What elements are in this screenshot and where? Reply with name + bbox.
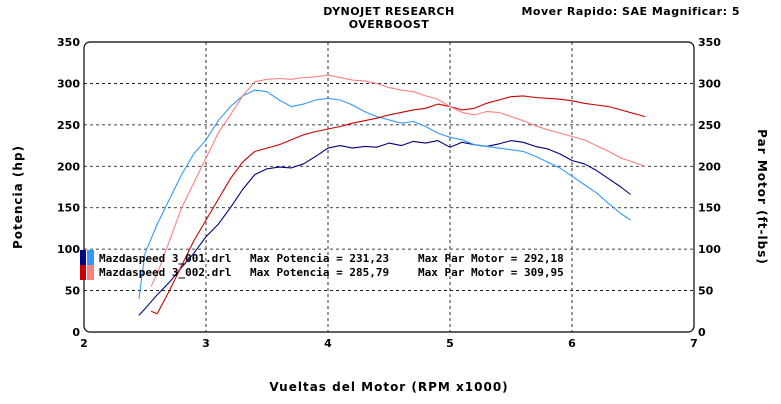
plot-frame <box>83 41 695 333</box>
x-tick-label: 4 <box>324 337 332 350</box>
x-tick-label: 5 <box>446 337 454 350</box>
legend-power-run1: Max Potencia = 231,23 <box>250 252 389 265</box>
x-tick-label: 6 <box>568 337 576 350</box>
y-right-tick-label: 0 <box>698 326 706 339</box>
series-line-run1-torque <box>138 89 631 299</box>
x-tick-label: 3 <box>202 337 210 350</box>
y-left-tick-label: 100 <box>57 243 80 256</box>
y-right-tick-label: 200 <box>698 160 721 173</box>
y-right-tick-label: 350 <box>698 36 721 49</box>
y-left-tick-label: 0 <box>72 326 80 339</box>
series-lines <box>138 74 646 316</box>
x-tick-label: 2 <box>80 337 88 350</box>
legend-torque-run2: Max Par Motor = 309,95 <box>418 266 564 279</box>
y-right-tick-label: 150 <box>698 202 721 215</box>
legend-file-run1: Mazdaspeed 3_001.drl <box>99 252 231 265</box>
chart-title-line2: OVERBOOST <box>349 18 430 31</box>
y-left-tick-label: 350 <box>57 36 80 49</box>
legend-swatch-run2-power <box>80 265 86 280</box>
legend-torque-run1: Max Par Motor = 292,18 <box>418 252 564 265</box>
legend-file-run2: Mazdaspeed 3_002.drl <box>99 266 231 279</box>
x-axis-title: Vueltas del Motor (RPM x1000) <box>269 380 508 394</box>
series-line-run1-power <box>138 140 631 316</box>
x-tick-label: 7 <box>690 337 698 350</box>
series-line-run2-torque <box>150 74 646 287</box>
y-right-tick-label: 100 <box>698 243 721 256</box>
legend-swatch-run1-power <box>80 250 86 265</box>
y-left-tick-label: 150 <box>57 202 80 215</box>
y-axis-left-title: Potencia (hp) <box>11 145 25 249</box>
legend-swatch-run1-torque <box>87 250 94 265</box>
y-left-tick-label: 200 <box>57 160 80 173</box>
y-left-tick-label: 250 <box>57 119 80 132</box>
legend-swatch-run2-torque <box>87 265 94 280</box>
y-right-tick-labels: 0 50 100 150 200 250 300 350 <box>698 36 721 339</box>
y-right-tick-label: 50 <box>698 285 714 298</box>
y-right-tick-label: 250 <box>698 119 721 132</box>
y-right-tick-label: 300 <box>698 77 721 90</box>
grid-lines <box>84 42 694 332</box>
y-left-tick-labels: 0 50 100 150 200 250 300 350 <box>57 36 80 339</box>
y-axis-right-title: Par Motor (ft-lbs) <box>755 129 769 265</box>
series-line-run2-power <box>150 95 646 315</box>
chart-title-line1: DYNOJET RESEARCH <box>323 5 454 18</box>
legend: Mazdaspeed 3_001.drl Max Potencia = 231,… <box>80 250 564 280</box>
y-left-tick-label: 300 <box>57 77 80 90</box>
legend-power-run2: Max Potencia = 285,79 <box>250 266 389 279</box>
y-left-tick-label: 50 <box>65 285 81 298</box>
chart-settings-text: Mover Rapido: SAE Magnificar: 5 <box>521 5 740 18</box>
x-tick-labels: 2 3 4 5 6 7 <box>80 337 698 350</box>
